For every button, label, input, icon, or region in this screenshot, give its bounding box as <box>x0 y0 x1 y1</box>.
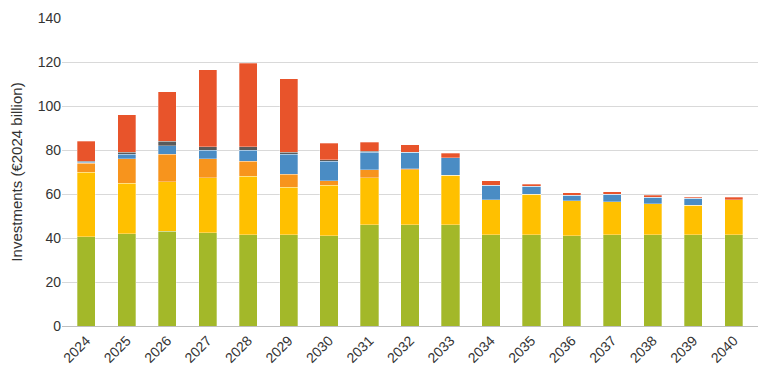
svg-text:2028: 2028 <box>222 332 255 365</box>
svg-text:2032: 2032 <box>384 332 417 365</box>
svg-text:0: 0 <box>53 318 61 334</box>
svg-text:2040: 2040 <box>707 332 740 365</box>
svg-text:140: 140 <box>38 10 62 26</box>
svg-text:2035: 2035 <box>505 332 538 365</box>
svg-text:2034: 2034 <box>465 332 498 365</box>
svg-text:2030: 2030 <box>303 332 336 365</box>
svg-text:120: 120 <box>38 54 62 70</box>
svg-text:2029: 2029 <box>262 332 295 365</box>
svg-text:2036: 2036 <box>546 332 579 365</box>
svg-text:2037: 2037 <box>586 332 619 365</box>
svg-text:100: 100 <box>38 98 62 114</box>
svg-text:2039: 2039 <box>667 332 700 365</box>
svg-text:2038: 2038 <box>627 332 660 365</box>
svg-text:2026: 2026 <box>141 332 174 365</box>
svg-text:80: 80 <box>45 142 61 158</box>
svg-text:20: 20 <box>45 274 61 290</box>
svg-text:2024: 2024 <box>60 332 93 365</box>
svg-text:2031: 2031 <box>343 332 376 365</box>
svg-text:2033: 2033 <box>424 332 457 365</box>
svg-text:60: 60 <box>45 186 61 202</box>
svg-text:2027: 2027 <box>181 332 214 365</box>
svg-text:40: 40 <box>45 230 61 246</box>
svg-text:Investments (€2024 billion): Investments (€2024 billion) <box>8 82 25 261</box>
svg-text:2025: 2025 <box>100 332 133 365</box>
